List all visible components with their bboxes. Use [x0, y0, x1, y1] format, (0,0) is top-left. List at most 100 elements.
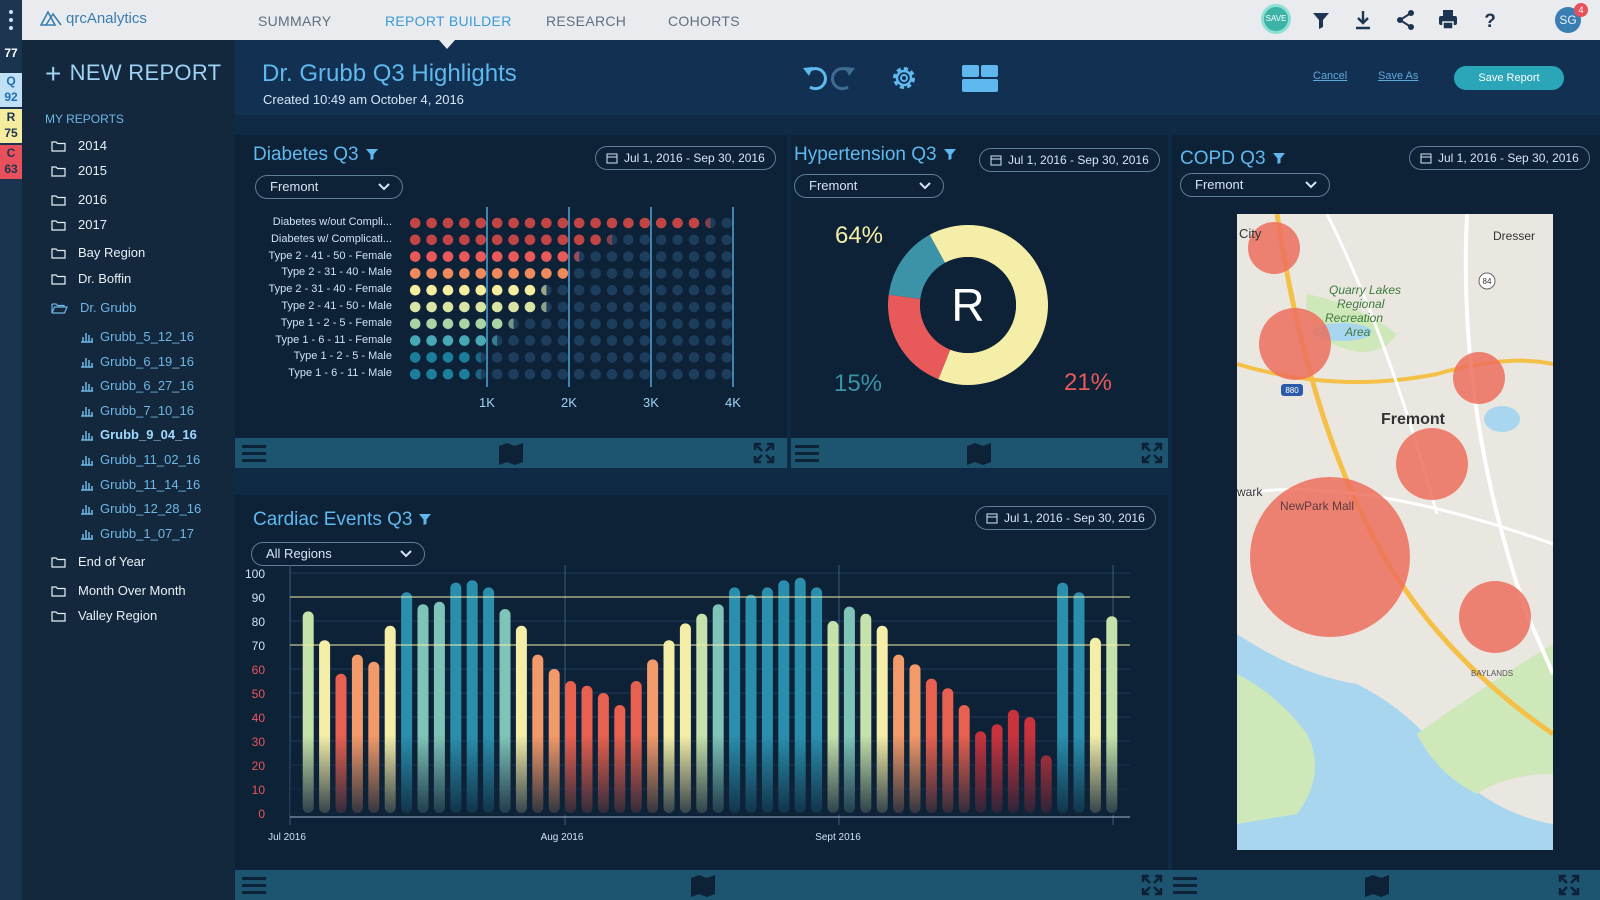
- diabetes-dot[interactable]: [426, 318, 437, 330]
- sidebar-folder[interactable]: Bay Region: [51, 245, 145, 260]
- map-view-icon[interactable]: [690, 874, 716, 898]
- menu-icon[interactable]: [241, 442, 267, 464]
- diabetes-dot-partial[interactable]: [541, 301, 547, 313]
- diabetes-dot[interactable]: [409, 368, 421, 380]
- diabetes-dot[interactable]: [459, 251, 470, 262]
- copd-map[interactable]: City Dresser Quarry Lakes Regional Recreat…: [1237, 214, 1553, 850]
- diabetes-dot[interactable]: [475, 335, 487, 346]
- nav-cohorts[interactable]: COHORTS: [668, 13, 740, 29]
- copd-bubble[interactable]: [1250, 477, 1410, 637]
- diabetes-dot[interactable]: [655, 217, 667, 229]
- diabetes-dot[interactable]: [426, 368, 437, 380]
- filter-icon[interactable]: [418, 512, 432, 526]
- diabetes-dot[interactable]: [459, 335, 470, 346]
- diabetes-dot[interactable]: [475, 217, 487, 229]
- hypertension-region-select[interactable]: Fremont: [794, 174, 944, 198]
- diabetes-dot[interactable]: [557, 234, 569, 246]
- donut-slice[interactable]: [888, 294, 951, 380]
- copd-bubble[interactable]: [1396, 428, 1468, 500]
- diabetes-dot[interactable]: [491, 301, 503, 313]
- diabetes-dot-partial[interactable]: [508, 318, 514, 330]
- diabetes-dot[interactable]: [475, 284, 487, 296]
- undo-icon[interactable]: [800, 62, 830, 92]
- diabetes-dot-partial[interactable]: [573, 251, 580, 262]
- sidebar-report[interactable]: Grubb_1_07_17: [80, 526, 194, 541]
- sidebar-folder[interactable]: Dr. Boffin: [51, 271, 131, 286]
- sidebar-report[interactable]: Grubb_6_27_16: [80, 378, 194, 393]
- strip-score-c[interactable]: C 63: [0, 145, 22, 179]
- copd-region-select[interactable]: Fremont: [1180, 173, 1330, 197]
- sidebar-report[interactable]: Grubb_11_02_16: [80, 452, 200, 467]
- menu-icon[interactable]: [794, 442, 820, 464]
- diabetes-dot[interactable]: [426, 217, 437, 229]
- copd-bubble[interactable]: [1459, 581, 1531, 653]
- strip-score-r[interactable]: R 75: [0, 109, 22, 143]
- new-report-button[interactable]: + NEW REPORT: [45, 58, 221, 90]
- diabetes-dot[interactable]: [508, 268, 519, 279]
- copd-bubble[interactable]: [1453, 352, 1505, 404]
- sidebar-folder[interactable]: 2014: [51, 138, 107, 153]
- layout-grid-icon[interactable]: [961, 64, 999, 94]
- app-logo[interactable]: qrcAnalytics: [39, 10, 147, 27]
- diabetes-dot[interactable]: [557, 217, 569, 229]
- diabetes-dot[interactable]: [409, 335, 421, 346]
- save-as-link[interactable]: Save As: [1378, 70, 1419, 82]
- diabetes-dot[interactable]: [442, 368, 454, 380]
- sidebar-report[interactable]: Grubb_6_19_16: [80, 354, 194, 369]
- diabetes-dot[interactable]: [541, 217, 552, 229]
- copd-date-range[interactable]: Jul 1, 2016 - Sep 30, 2016: [1409, 146, 1590, 170]
- map-view-icon[interactable]: [498, 442, 524, 466]
- diabetes-dot[interactable]: [459, 318, 470, 330]
- copd-bubble[interactable]: [1248, 222, 1300, 274]
- sidebar-report[interactable]: Grubb_11_14_16: [80, 477, 200, 492]
- hypertension-date-range[interactable]: Jul 1, 2016 - Sep 30, 2016: [979, 148, 1160, 172]
- diabetes-dot[interactable]: [623, 217, 634, 229]
- sidebar-folder[interactable]: 2015: [51, 163, 107, 178]
- filter-icon[interactable]: [943, 147, 957, 161]
- map-view-icon[interactable]: [1364, 874, 1390, 898]
- sidebar-report-selected[interactable]: Grubb_9_04_16: [80, 427, 197, 442]
- diabetes-dot[interactable]: [409, 318, 421, 330]
- diabetes-dot-partial[interactable]: [705, 217, 711, 229]
- diabetes-dot[interactable]: [541, 251, 552, 262]
- strip-score-q[interactable]: Q 92: [0, 73, 22, 107]
- diabetes-dot[interactable]: [426, 335, 437, 346]
- diabetes-dot[interactable]: [426, 268, 437, 279]
- diabetes-dot[interactable]: [508, 251, 519, 262]
- diabetes-dot[interactable]: [541, 268, 552, 279]
- diabetes-dot[interactable]: [442, 301, 454, 313]
- cardiac-date-range[interactable]: Jul 1, 2016 - Sep 30, 2016: [975, 506, 1156, 530]
- diabetes-dot[interactable]: [508, 217, 519, 229]
- diabetes-dot[interactable]: [459, 217, 470, 229]
- cardiac-region-select[interactable]: All Regions: [251, 542, 425, 566]
- donut-slice[interactable]: [929, 225, 1048, 385]
- diabetes-dot[interactable]: [442, 318, 454, 330]
- diabetes-dot[interactable]: [409, 268, 421, 279]
- diabetes-dot[interactable]: [409, 284, 421, 296]
- help-icon[interactable]: ?: [1477, 7, 1503, 33]
- sidebar-folder[interactable]: 2016: [51, 192, 107, 207]
- redo-icon[interactable]: [828, 62, 858, 92]
- donut-slice[interactable]: [888, 234, 945, 299]
- diabetes-dot[interactable]: [442, 352, 454, 363]
- diabetes-dot[interactable]: [491, 268, 503, 279]
- copd-bubble[interactable]: [1259, 308, 1331, 380]
- diabetes-dot[interactable]: [524, 251, 536, 262]
- sidebar-folder[interactable]: Month Over Month: [51, 583, 186, 598]
- print-icon[interactable]: [1435, 7, 1461, 33]
- diabetes-dot[interactable]: [573, 217, 585, 229]
- diabetes-dot[interactable]: [557, 251, 569, 262]
- diabetes-dot[interactable]: [409, 251, 421, 262]
- diabetes-dot[interactable]: [590, 234, 601, 246]
- diabetes-dot[interactable]: [491, 217, 503, 229]
- diabetes-dot[interactable]: [409, 217, 421, 229]
- diabetes-region-select[interactable]: Fremont: [255, 175, 403, 199]
- diabetes-dot[interactable]: [475, 268, 487, 279]
- diabetes-dot[interactable]: [442, 234, 454, 246]
- share-icon[interactable]: [1393, 7, 1419, 33]
- diabetes-dot[interactable]: [524, 268, 536, 279]
- diabetes-dot[interactable]: [524, 234, 536, 246]
- expand-icon[interactable]: [1558, 874, 1580, 896]
- diabetes-dot-partial[interactable]: [475, 368, 481, 380]
- diabetes-dot[interactable]: [491, 318, 503, 330]
